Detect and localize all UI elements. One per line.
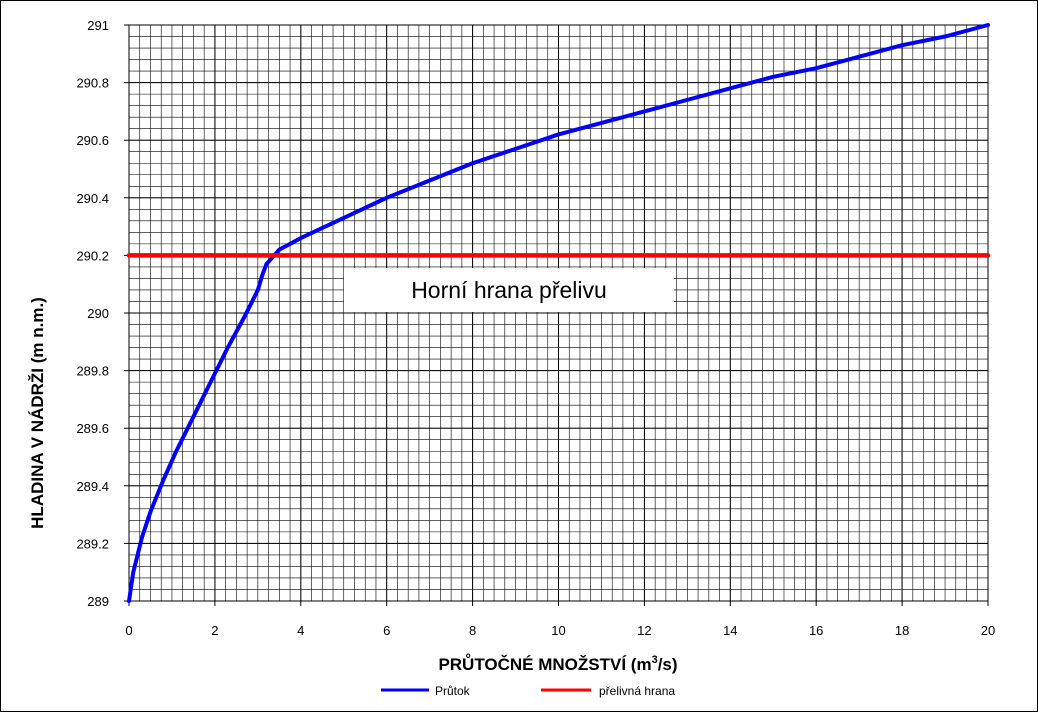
y-tick-label: 289 <box>87 594 109 609</box>
y-tick-label: 290.8 <box>76 76 109 91</box>
x-tick-label: 4 <box>297 623 304 638</box>
x-tick-labels: 0 2 4 6 8 10 12 14 16 18 20 <box>125 623 995 638</box>
x-tick-label: 6 <box>383 623 390 638</box>
x-tick-label: 20 <box>981 623 995 638</box>
y-tick-label: 290.6 <box>76 133 109 148</box>
annotation-text: Horní hrana přelivu <box>411 277 607 303</box>
plot-area-border <box>128 24 989 602</box>
x-tick-label: 16 <box>809 623 823 638</box>
legend-label-prutok: Průtok <box>435 684 471 698</box>
major-gridlines <box>124 24 989 606</box>
legend-label-prelivna-hrana: přelivná hrana <box>599 684 675 698</box>
x-tick-label: 14 <box>723 623 737 638</box>
y-tick-label: 290 <box>87 306 109 321</box>
y-tick-label: 290.2 <box>76 248 109 263</box>
x-tick-label: 18 <box>895 623 909 638</box>
annotation-background <box>344 268 674 312</box>
x-tick-label: 12 <box>637 623 651 638</box>
x-tick-label: 8 <box>469 623 476 638</box>
x-axis-title: PRŮTOČNÉ MNOŽSTVÍ (m3/s) <box>438 654 677 674</box>
x-tick-label: 10 <box>551 623 565 638</box>
y-tick-label: 289.2 <box>76 536 109 551</box>
y-tick-label: 289.6 <box>76 421 109 436</box>
y-tick-label: 290.4 <box>76 191 109 206</box>
series-line-prutok <box>127 23 990 603</box>
x-tick-label: 0 <box>125 623 132 638</box>
x-tick-label: 2 <box>211 623 218 638</box>
legend: Průtok přelivná hrana <box>381 684 675 698</box>
y-tick-label: 289.4 <box>76 479 109 494</box>
y-tick-label: 289.8 <box>76 364 109 379</box>
annotation-box: Horní hrana přelivu <box>344 268 674 312</box>
y-axis-title: HLADINA V NÁDRŽI (m n.m.) <box>28 297 47 529</box>
y-tick-labels: 289 289.2 289.4 289.6 289.8 290 290.2 290.4 290.… <box>76 18 109 609</box>
y-tick-label: 291 <box>87 18 109 33</box>
series-layer <box>126 23 991 603</box>
